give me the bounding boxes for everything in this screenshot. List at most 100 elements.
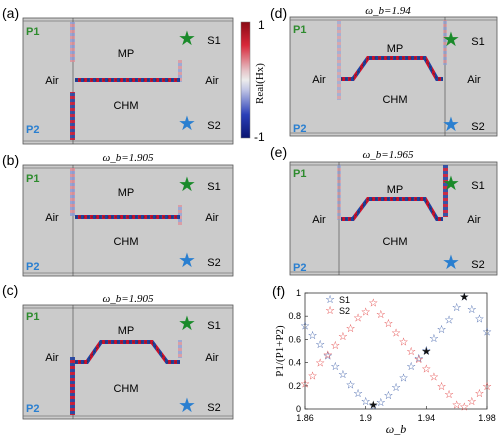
port-p1: P1 <box>26 311 39 323</box>
air-right-label: Air <box>467 214 481 226</box>
colorbar-min: -1 <box>254 130 265 144</box>
chm-label: CHM <box>113 100 138 112</box>
source-s1: S1 <box>207 320 220 332</box>
source-s2: S2 <box>471 259 484 271</box>
mp-label: MP <box>387 184 404 196</box>
source-s2: S2 <box>471 121 484 133</box>
source-s2: S2 <box>207 120 220 132</box>
colorbar-gradient <box>240 21 251 139</box>
data-point-s1: ☆ <box>323 351 333 363</box>
field-right-upper <box>443 20 447 65</box>
x-tick-label: 1.98 <box>478 413 496 423</box>
field-left-lower <box>70 92 75 140</box>
y-tick-label: 0.2 <box>288 381 301 391</box>
colorbar-max: 1 <box>258 18 265 32</box>
star-s2-icon: ★ <box>178 395 196 417</box>
data-point-s2: ☆ <box>308 370 318 382</box>
data-point-s2: ☆ <box>437 381 447 393</box>
air-left-label: Air <box>45 352 59 364</box>
chm-label: CHM <box>113 383 138 395</box>
data-point-s1: ☆ <box>368 401 378 413</box>
field-right <box>178 340 182 358</box>
panel-letter: (e) <box>270 144 287 160</box>
port-p2: P2 <box>293 123 306 135</box>
y-tick-label: 0 <box>296 404 301 414</box>
omega-label: ω_b=1.905 <box>103 293 154 305</box>
data-point-s1: ☆ <box>414 353 424 365</box>
x-axis-label: ω_b <box>386 422 406 436</box>
port-p1: P1 <box>26 26 39 38</box>
data-point-s2: ☆ <box>330 340 340 352</box>
colorbar-title: Real(Hx) <box>254 63 266 104</box>
port-p1: P1 <box>293 24 306 36</box>
panel-c: (c) ω_b=1.905 P1 P2 Air Air MP CHM ★ S1 … <box>2 282 234 420</box>
legend-label-s1: S1 <box>339 295 350 305</box>
interface-line <box>75 341 180 363</box>
field-left <box>337 20 341 100</box>
star-s1-icon: ★ <box>178 313 196 335</box>
y-tick-label: 0.8 <box>288 311 301 321</box>
panel-b: (b) ω_b=1.905 P1 P2 Air Air MP CHM ★ S1 … <box>2 152 234 277</box>
field-right <box>178 60 182 82</box>
data-point-s2: ☆ <box>315 358 325 370</box>
data-point-s2: ☆ <box>444 389 454 401</box>
star-s2-icon: ★ <box>442 114 460 136</box>
data-point-s2: ☆ <box>353 312 363 324</box>
data-point-s1: ☆ <box>482 326 492 338</box>
interface-line <box>341 198 443 220</box>
data-point-s1: ☆ <box>421 345 431 357</box>
y-tick-label: 1 <box>296 288 301 298</box>
panel-letter: (f) <box>272 283 285 299</box>
data-point-s2: ☆ <box>399 337 409 349</box>
legend-star-s1-icon: ☆ <box>325 294 335 306</box>
highlighted-point: ★ <box>459 291 469 303</box>
data-point-s1: ☆ <box>467 304 477 316</box>
source-s1: S1 <box>207 35 220 47</box>
legend: ☆ S1 ☆ S2 <box>325 294 350 317</box>
star-s1-icon: ★ <box>178 174 196 196</box>
chm-label: CHM <box>382 236 407 248</box>
sim-domain <box>22 164 234 277</box>
panel-letter: (a) <box>2 5 19 21</box>
data-point-s2: ☆ <box>429 372 439 384</box>
legend-label-s2: S2 <box>339 306 350 316</box>
plot-area <box>304 292 488 410</box>
data-point-s2: ☆ <box>459 402 469 414</box>
data-point-s1: ☆ <box>376 397 386 409</box>
data-point-s2: ☆ <box>300 378 310 390</box>
panel-letter: (b) <box>2 152 19 168</box>
data-point-s2: ☆ <box>376 309 386 321</box>
data-point-s2: ☆ <box>452 399 462 411</box>
star-s1-icon: ★ <box>442 29 460 51</box>
port-p2: P2 <box>26 261 39 273</box>
source-s2: S2 <box>207 257 220 269</box>
field-left <box>337 165 341 220</box>
data-point-s2: ☆ <box>368 297 378 309</box>
panel-letter: (c) <box>2 282 18 298</box>
data-point-s2: ☆ <box>482 381 492 393</box>
data-point-s2: ☆ <box>467 396 477 408</box>
data-point-s1: ☆ <box>338 369 348 381</box>
panel-f-chart: (f) P1/(P1+P2) ω_b 1.86 1.9 1.94 1.98 0 0.2 0.… <box>272 283 496 436</box>
y-axis-label: P1/(P1+P2) <box>274 325 286 377</box>
source-s2: S2 <box>207 402 220 414</box>
x-tick-label: 1.94 <box>418 413 436 423</box>
air-left-label: Air <box>312 214 326 226</box>
data-point-s2: ☆ <box>323 349 333 361</box>
star-s2-icon: ★ <box>442 252 460 274</box>
port-p1: P1 <box>26 173 39 185</box>
data-point-s1: ☆ <box>437 324 447 336</box>
omega-label: ω_b=1.965 <box>363 149 414 161</box>
air-right-label: Air <box>205 352 219 364</box>
omega-label: ω_b=1.94 <box>365 5 411 17</box>
data-point-s1: ☆ <box>444 315 454 327</box>
data-point-s2: ☆ <box>421 363 431 375</box>
chart-marks: 1.86 1.9 1.94 1.9800.20.40.60.81☆☆☆☆☆☆☆☆☆☆☆… <box>288 288 495 423</box>
omega-label: ω_b=1.905 <box>103 152 154 164</box>
data-point-s1: ☆ <box>353 388 363 400</box>
data-point-s2: ☆ <box>414 354 424 366</box>
port-p1: P1 <box>293 168 306 180</box>
source-s1: S1 <box>471 180 484 192</box>
legend-star-s2-icon: ☆ <box>325 305 335 317</box>
mp-label: MP <box>118 48 135 60</box>
